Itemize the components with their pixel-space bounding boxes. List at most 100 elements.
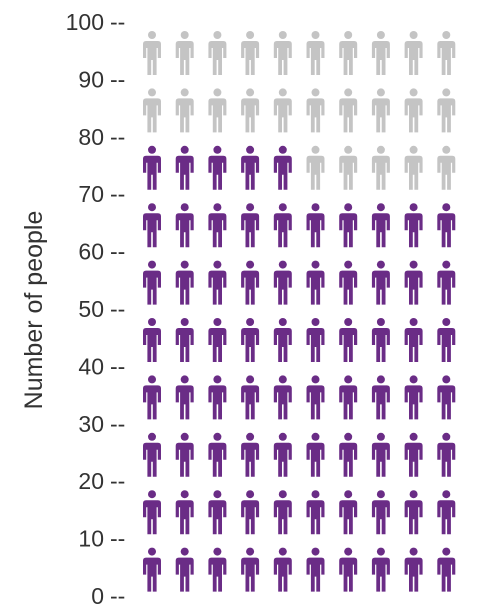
person-icon-filled	[306, 490, 325, 535]
person-icon-filled	[371, 318, 390, 362]
person-icon-filled	[404, 260, 423, 305]
y-tick-label: 90	[78, 66, 104, 92]
person-icon-filled	[241, 547, 260, 592]
person-icon-filled	[273, 547, 292, 592]
person-icon-filled	[437, 490, 456, 535]
person-icon-filled	[241, 432, 260, 477]
person-icon-empty	[306, 88, 325, 133]
y-tick-label: 50	[78, 296, 104, 322]
person-icon-filled	[143, 432, 161, 477]
person-icon-filled	[241, 260, 260, 305]
person-icon-filled	[339, 547, 358, 592]
person-icon-filled	[208, 260, 227, 305]
person-icon-filled	[208, 375, 227, 420]
person-icon-empty	[143, 88, 161, 133]
person-icon-filled	[437, 375, 456, 420]
person-icon-filled	[306, 375, 325, 420]
y-axis-title: Number of people	[20, 211, 48, 410]
person-icon-filled	[404, 490, 423, 535]
person-icon-filled	[208, 490, 227, 535]
person-icon-empty	[273, 31, 292, 75]
y-tick-mark: --	[110, 239, 125, 265]
person-icon-filled	[241, 203, 260, 248]
person-icon-filled	[404, 203, 423, 248]
person-icon-empty	[208, 88, 227, 133]
person-icon-filled	[241, 490, 260, 535]
person-icon-empty	[306, 145, 325, 190]
y-tick-mark: --	[110, 181, 125, 207]
person-icon-filled	[404, 547, 423, 592]
person-icon-filled	[273, 490, 292, 535]
person-icon-filled	[339, 318, 358, 362]
y-tick-label: 80	[78, 124, 104, 150]
person-icon-filled	[339, 260, 358, 305]
y-tick-mark: --	[110, 468, 125, 494]
person-icon-filled	[208, 318, 227, 362]
person-icon-empty	[306, 31, 325, 75]
person-icon-empty	[208, 31, 227, 75]
person-icon-empty	[241, 88, 260, 133]
y-tick-mark: --	[110, 66, 125, 92]
person-icon-filled	[404, 375, 423, 420]
person-icon-filled	[175, 490, 194, 535]
person-icon-filled	[273, 260, 292, 305]
y-tick-mark: --	[110, 353, 125, 379]
y-tick-mark: --	[110, 124, 125, 150]
person-icon-filled	[437, 318, 456, 362]
person-icon-filled	[143, 145, 161, 190]
person-icon-filled	[306, 260, 325, 305]
person-icon-filled	[371, 375, 390, 420]
person-icon-filled	[437, 547, 456, 592]
y-tick-label: 100	[66, 9, 104, 35]
person-icon-filled	[241, 318, 260, 362]
person-icon-empty	[143, 31, 161, 75]
person-icon-filled	[371, 490, 390, 535]
person-icon-filled	[175, 375, 194, 420]
person-icon-filled	[143, 260, 161, 305]
y-tick-label: 20	[78, 468, 104, 494]
person-icon-filled	[208, 432, 227, 477]
person-icon-filled	[404, 432, 423, 477]
person-icon-filled	[143, 375, 161, 420]
person-icon-filled	[437, 260, 456, 305]
y-tick-mark: --	[110, 296, 125, 322]
y-tick-mark: --	[110, 411, 125, 437]
person-icon-empty	[404, 31, 423, 75]
person-icon-filled	[175, 547, 194, 592]
y-tick-label: 0	[91, 583, 104, 607]
person-icon-filled	[339, 375, 358, 420]
person-icon-filled	[143, 203, 161, 248]
person-icon-filled	[437, 203, 456, 248]
y-axis-ticks: 0 --10 --20 --30 --40 --50 --60 --70 --80 --90 --1…	[66, 9, 126, 607]
person-icon-filled	[404, 318, 423, 362]
person-icon-filled	[306, 203, 325, 248]
person-icon-empty	[339, 88, 358, 133]
person-icon-filled	[241, 375, 260, 420]
person-icon-empty	[371, 31, 390, 75]
person-icon-filled	[306, 432, 325, 477]
person-icon-filled	[175, 203, 194, 248]
y-tick-mark: --	[110, 526, 125, 552]
person-icon-empty	[437, 145, 456, 190]
person-icon-filled	[175, 318, 194, 362]
person-icon-empty	[175, 31, 194, 75]
person-icon-empty	[339, 145, 358, 190]
person-icon-empty	[437, 88, 456, 133]
person-icon-filled	[371, 432, 390, 477]
person-icon-filled	[339, 432, 358, 477]
person-icon-empty	[339, 31, 358, 75]
person-icon-filled	[306, 547, 325, 592]
person-icon-filled	[273, 145, 292, 190]
person-icon-empty	[175, 88, 194, 133]
person-icon-filled	[208, 203, 227, 248]
person-icon-filled	[175, 145, 194, 190]
person-icon-filled	[339, 490, 358, 535]
person-icon-filled	[273, 318, 292, 362]
person-icon-empty	[404, 145, 423, 190]
person-icon-empty	[404, 88, 423, 133]
icon-grid	[143, 31, 456, 592]
y-tick-label: 10	[78, 526, 104, 552]
person-icon-filled	[371, 547, 390, 592]
person-icon-filled	[143, 490, 161, 535]
